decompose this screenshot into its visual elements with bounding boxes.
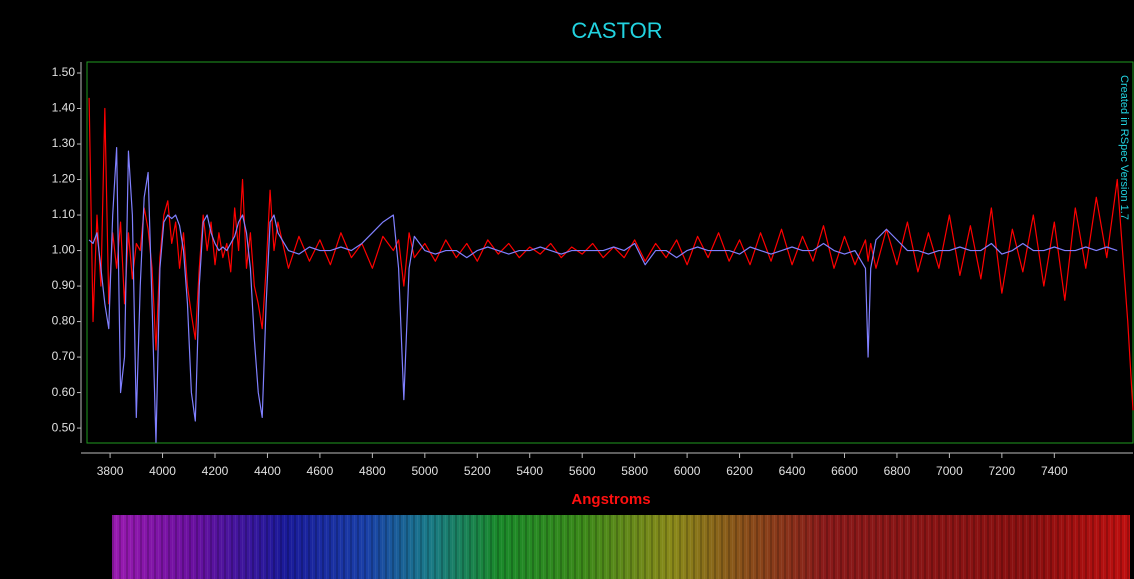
y-tick-label: 0.60 [52,385,76,399]
x-tick-label: 3800 [97,464,124,478]
y-tick-label: 0.90 [52,278,76,292]
x-tick-label: 4800 [359,464,386,478]
y-tick-label: 1.00 [52,243,76,257]
background [0,0,1134,579]
x-tick-label: 4600 [307,464,334,478]
x-tick-label: 7200 [989,464,1016,478]
x-tick-label: 4000 [149,464,176,478]
y-tick-label: 0.50 [52,420,76,434]
y-tick-label: 1.10 [52,207,76,221]
x-tick-label: 6000 [674,464,701,478]
x-tick-label: 7400 [1041,464,1068,478]
y-tick-label: 1.40 [52,101,76,115]
y-tick-label: 0.80 [52,314,76,328]
y-tick-label: 0.70 [52,349,76,363]
x-tick-label: 6800 [884,464,911,478]
x-tick-label: 6600 [831,464,858,478]
annotation: Created in RSpec Version 1.7 [1118,75,1130,220]
spectrum-stripes [112,515,1130,579]
y-tick-label: 1.50 [52,65,76,79]
x-axis-label: Angstroms [571,491,650,508]
x-tick-label: 4400 [254,464,281,478]
x-tick-label: 5000 [411,464,438,478]
x-tick-label: 4200 [202,464,229,478]
chart: CASTOR Angstroms Created in RSpec Versio… [0,0,1134,579]
x-tick-label: 5600 [569,464,596,478]
x-tick-label: 5800 [621,464,648,478]
x-tick-label: 7000 [936,464,963,478]
chart-title: CASTOR [571,18,662,43]
y-tick-label: 1.30 [52,136,76,150]
x-tick-label: 5200 [464,464,491,478]
x-tick-label: 5400 [516,464,543,478]
x-tick-label: 6400 [779,464,806,478]
x-tick-label: 6200 [726,464,753,478]
y-tick-label: 1.20 [52,172,76,186]
